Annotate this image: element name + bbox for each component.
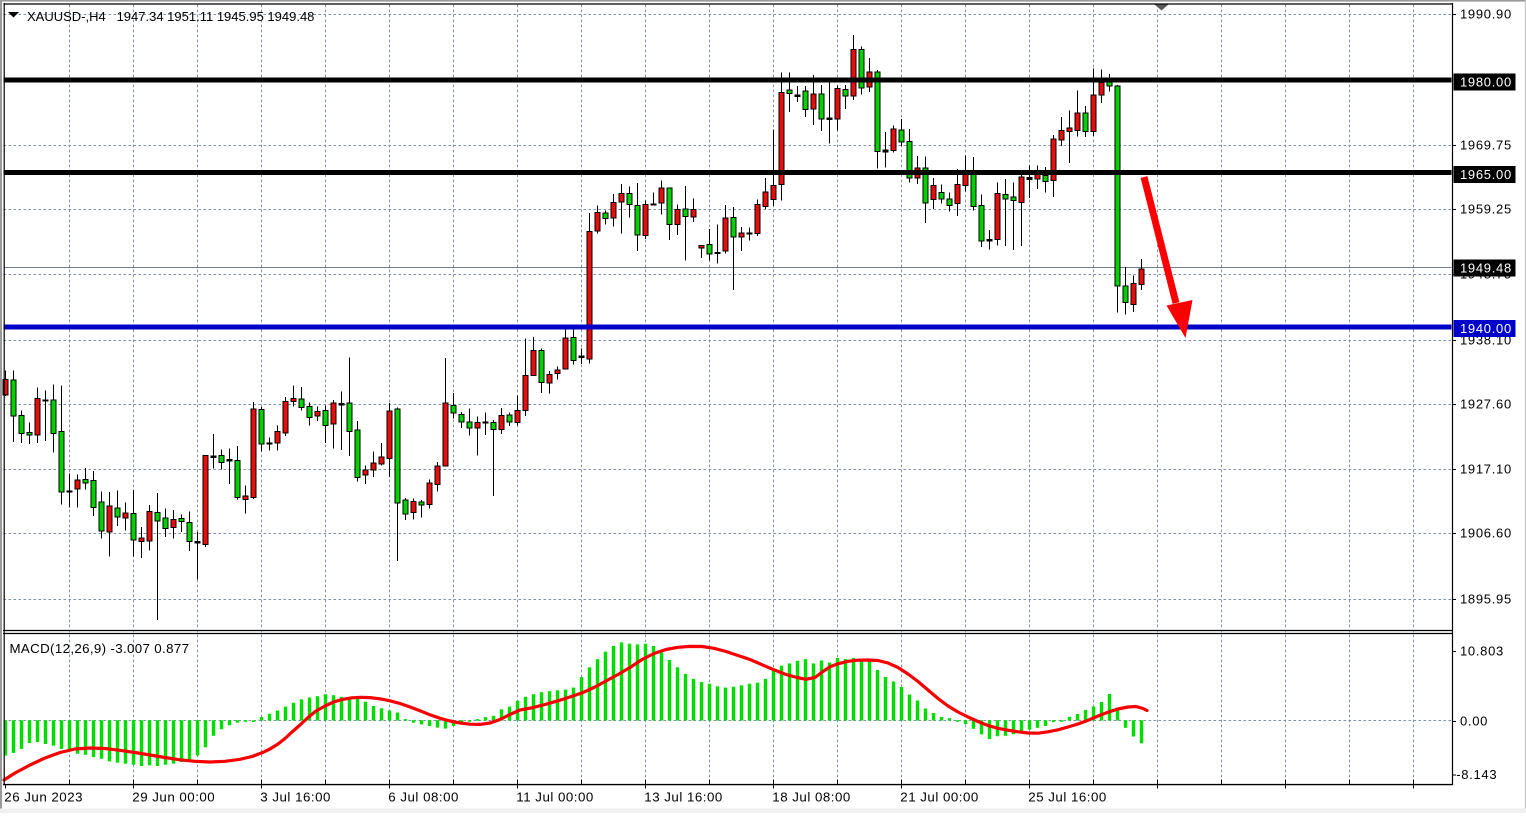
svg-text:1895.95: 1895.95 [1460, 592, 1512, 607]
svg-text:1980.00: 1980.00 [1460, 75, 1512, 90]
svg-text:1969.75: 1969.75 [1460, 138, 1512, 153]
svg-text:1906.60: 1906.60 [1460, 526, 1512, 541]
svg-text:1927.60: 1927.60 [1460, 397, 1512, 412]
svg-text:25 Jul 16:00: 25 Jul 16:00 [1028, 790, 1106, 805]
svg-text:1990.90: 1990.90 [1460, 7, 1512, 22]
svg-text:6 Jul 08:00: 6 Jul 08:00 [388, 790, 459, 805]
svg-text:1949.48: 1949.48 [1460, 261, 1512, 276]
svg-text:29 Jun 00:00: 29 Jun 00:00 [132, 790, 215, 805]
svg-text:13 Jul 16:00: 13 Jul 16:00 [644, 790, 722, 805]
svg-text:XAUUSD-,H4 1947.34 1951.11 1: XAUUSD-,H4 1947.34 1951.11 1945.95 1949.… [27, 9, 314, 24]
svg-text:11 Jul 00:00: 11 Jul 00:00 [516, 790, 593, 805]
svg-text:1965.00: 1965.00 [1460, 167, 1512, 182]
svg-text:26 Jun 2023: 26 Jun 2023 [4, 790, 83, 805]
svg-text:21 Jul 00:00: 21 Jul 00:00 [900, 790, 978, 805]
svg-text:3 Jul 16:00: 3 Jul 16:00 [260, 790, 331, 805]
svg-text:1940.00: 1940.00 [1460, 321, 1512, 336]
svg-text:1959.25: 1959.25 [1460, 202, 1512, 217]
svg-text:1917.10: 1917.10 [1460, 462, 1512, 477]
svg-text:MACD(12,26,9) -3.007 0.877: MACD(12,26,9) -3.007 0.877 [10, 641, 190, 656]
svg-text:18 Jul 08:00: 18 Jul 08:00 [772, 790, 850, 805]
svg-text:10.803: 10.803 [1460, 644, 1504, 659]
svg-text:0.00: 0.00 [1460, 714, 1488, 729]
svg-text:-8.143: -8.143 [1456, 767, 1497, 782]
